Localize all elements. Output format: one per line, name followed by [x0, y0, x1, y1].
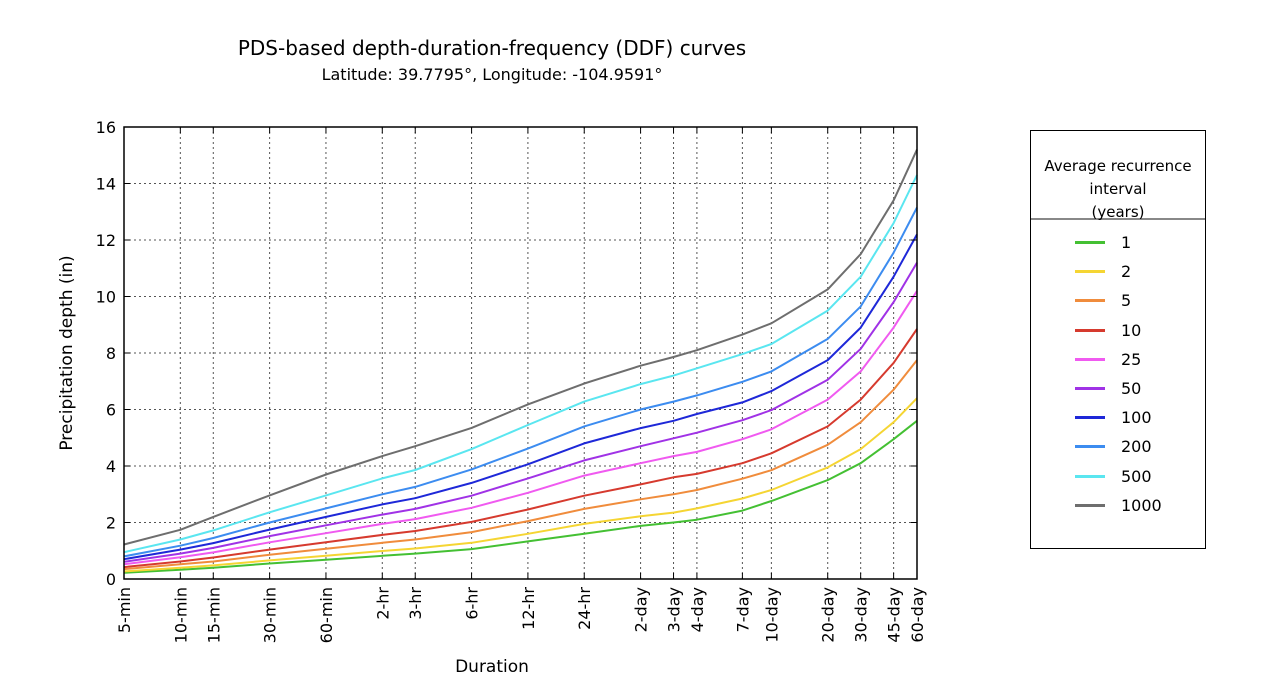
legend-label: 1 — [1121, 233, 1132, 253]
legend-label: 10 — [1121, 320, 1142, 340]
legend-swatch — [1075, 474, 1105, 478]
x-tick-label: 4-day — [688, 587, 707, 632]
x-tick-label: 15-min — [204, 587, 223, 643]
legend-label: 100 — [1121, 408, 1152, 428]
legend-label: 500 — [1121, 466, 1152, 486]
series-line-2 — [123, 397, 918, 573]
y-axis-ticks: 0 2 4 6 8 10 12 14 16 — [96, 118, 917, 589]
series-line-25 — [123, 290, 918, 566]
series-line-200 — [123, 207, 918, 558]
x-tick-label: 45-day — [885, 587, 904, 643]
series-line-1 — [123, 420, 918, 574]
legend-swatch — [1075, 416, 1105, 420]
legend-item-2: 2 — [1031, 257, 1205, 286]
legend-item-500: 500 — [1031, 462, 1205, 491]
x-tick-label: 60-day — [908, 587, 927, 643]
grid-lines — [124, 127, 917, 579]
legend-item-5: 5 — [1031, 286, 1205, 315]
legend-items: 1 2 5 10 25 50 100 200 500 1000 — [1031, 220, 1205, 520]
series-line-500 — [123, 174, 918, 554]
x-tick-label: 10-day — [762, 587, 781, 643]
series-line-1000 — [123, 149, 918, 546]
y-tick-label: 8 — [106, 344, 116, 363]
x-tick-label: 2-day — [632, 587, 651, 632]
y-tick-label: 14 — [96, 175, 116, 194]
legend-swatch — [1075, 503, 1105, 507]
series-line-5 — [123, 359, 918, 571]
x-tick-label: 60-min — [317, 587, 336, 643]
legend-label: 25 — [1121, 349, 1142, 369]
x-tick-label: 24-hr — [575, 587, 594, 630]
y-tick-label: 4 — [106, 457, 116, 476]
x-tick-label: 7-day — [733, 587, 752, 632]
legend-item-200: 200 — [1031, 432, 1205, 461]
series-line-10 — [123, 328, 918, 569]
legend-swatch — [1075, 357, 1105, 361]
legend-title: Average recurrence interval (years) — [1044, 157, 1192, 221]
y-tick-label: 0 — [106, 570, 116, 589]
legend-label: 1000 — [1121, 495, 1162, 515]
legend-item-100: 100 — [1031, 403, 1205, 432]
y-tick-label: 12 — [96, 231, 116, 250]
x-tick-label: 2-hr — [373, 587, 392, 620]
x-tick-label: 20-day — [819, 587, 838, 643]
chart-subtitle: Latitude: 39.7795°, Longitude: -104.9591… — [322, 65, 663, 84]
x-tick-label: 3-day — [665, 587, 684, 632]
x-tick-label: 30-min — [261, 587, 280, 643]
legend-swatch — [1075, 299, 1105, 303]
legend-separator — [1031, 218, 1205, 220]
x-axis-ticks: 5-min 10-min 15-min 30-min 60-min 2-hr 3-hr 6-h… — [115, 127, 927, 643]
legend-item-1000: 1000 — [1031, 491, 1205, 520]
legend-item-50: 50 — [1031, 374, 1205, 403]
legend-label: 5 — [1121, 291, 1132, 311]
x-tick-label: 5-min — [115, 587, 134, 633]
series-line-50 — [123, 262, 918, 563]
legend-item-25: 25 — [1031, 345, 1205, 374]
y-tick-label: 10 — [96, 288, 116, 307]
legend-label: 2 — [1121, 262, 1132, 282]
y-tick-label: 6 — [106, 401, 116, 420]
x-axis-label: Duration — [455, 657, 529, 677]
legend-swatch — [1075, 270, 1105, 274]
legend-label: 200 — [1121, 437, 1152, 457]
legend-swatch — [1075, 328, 1105, 332]
ddf-chart: PDS-based depth-duration-frequency (DDF)… — [57, 36, 927, 677]
legend-item-10: 10 — [1031, 316, 1205, 345]
legend-swatch — [1075, 241, 1105, 245]
legend-swatch — [1075, 445, 1105, 449]
legend-item-1: 1 — [1031, 228, 1205, 257]
legend-swatch — [1075, 387, 1105, 391]
series-line-100 — [123, 233, 918, 561]
y-axis-label: Precipitation depth (in) — [57, 255, 77, 450]
series-lines — [123, 149, 918, 574]
x-tick-label: 6-hr — [463, 587, 482, 620]
x-tick-label: 12-hr — [519, 587, 538, 630]
y-tick-label: 16 — [96, 118, 116, 137]
x-tick-label: 10-min — [171, 587, 190, 643]
y-tick-label: 2 — [106, 514, 116, 533]
chart-title: PDS-based depth-duration-frequency (DDF)… — [238, 36, 746, 60]
x-tick-label: 30-day — [852, 587, 871, 643]
x-tick-label: 3-hr — [406, 587, 425, 620]
legend-label: 50 — [1121, 379, 1142, 399]
